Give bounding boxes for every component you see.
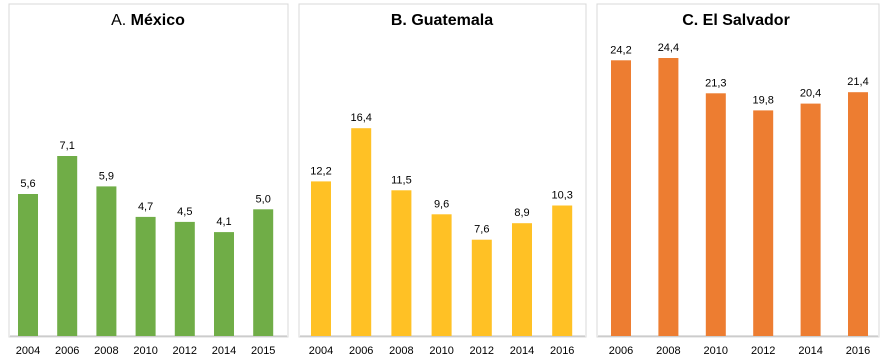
- data-label: 20,4: [800, 88, 821, 100]
- data-label: 5,0: [256, 193, 271, 205]
- x-tick-label: 2012: [470, 345, 494, 357]
- data-label: 24,4: [658, 42, 679, 54]
- bar: [214, 232, 234, 336]
- data-label: 5,6: [20, 178, 35, 190]
- data-label: 10,3: [551, 190, 572, 202]
- x-tick-label: 2004: [309, 345, 333, 357]
- x-tick-label: 2008: [389, 345, 413, 357]
- x-tick-label: 2016: [550, 345, 574, 357]
- chart-guatemala: B. Guatemala 12,2 2004 16,4 2006 11,5 2008 9,6…: [298, 3, 587, 357]
- data-label: 11,5: [391, 174, 412, 186]
- bar: [753, 110, 774, 337]
- x-tick-label: 2008: [94, 345, 118, 357]
- chart-title-main: Guatemala: [411, 12, 493, 29]
- bar: [471, 239, 492, 336]
- x-tick-label: 2015: [251, 345, 275, 357]
- data-label: 5,9: [99, 170, 114, 182]
- bar: [351, 128, 372, 336]
- data-label: 16,4: [350, 112, 371, 124]
- bar: [705, 93, 726, 336]
- chart-title-prefix: C.: [682, 12, 698, 29]
- bars: 5,6 2004 7,1 2006 5,9 2008 4,7 2010 4,5 2012 4,1 20…: [16, 140, 276, 357]
- data-label: 21,3: [705, 77, 726, 89]
- bar: [253, 209, 274, 336]
- x-tick-label: 2008: [656, 345, 680, 357]
- bar: [391, 190, 412, 336]
- panel-frame: [596, 3, 880, 338]
- bar: [552, 205, 573, 336]
- chart-title: A. México: [111, 12, 185, 29]
- bar: [611, 60, 631, 337]
- data-label: 4,1: [216, 216, 231, 228]
- bar: [18, 194, 38, 336]
- chart-mexico: A. México 5,6 2004 7,1 2006 5,9 2008 4,7 2010 4,…: [8, 3, 289, 357]
- x-tick-label: 2006: [609, 345, 633, 357]
- data-label: 8,9: [514, 207, 529, 219]
- chart-title-prefix: A.: [111, 12, 126, 29]
- chart-title-main: México: [131, 12, 185, 29]
- data-label: 7,6: [474, 224, 489, 236]
- x-tick-label: 2014: [510, 345, 534, 357]
- bar: [431, 214, 452, 336]
- chart-title-main: El Salvador: [703, 12, 790, 29]
- data-label: 19,8: [752, 94, 773, 106]
- x-tick-label: 2006: [349, 345, 373, 357]
- x-tick-label: 2010: [704, 345, 728, 357]
- data-label: 24,2: [610, 44, 631, 56]
- bar: [800, 103, 821, 336]
- bar: [57, 156, 78, 336]
- chart-el-salvador: C. El Salvador 24,2 2006 24,4 2008 21,3 2010 1…: [596, 3, 880, 357]
- x-tick-label: 2006: [55, 345, 79, 357]
- bar: [135, 216, 156, 336]
- bar: [311, 181, 331, 336]
- bar: [848, 92, 868, 336]
- bar: [96, 186, 117, 336]
- data-label: 9,6: [434, 198, 449, 210]
- chart-title-prefix: B.: [391, 12, 407, 29]
- chart-title: C. El Salvador: [682, 12, 790, 29]
- x-tick-label: 2012: [173, 345, 197, 357]
- bars: 12,2 2004 16,4 2006 11,5 2008 9,6 2010 7,6 2012 8,…: [309, 112, 575, 357]
- x-tick-label: 2016: [846, 345, 870, 357]
- x-tick-label: 2010: [133, 345, 157, 357]
- data-label: 4,7: [138, 201, 153, 213]
- x-tick-label: 2012: [751, 345, 775, 357]
- bar: [174, 221, 195, 336]
- bars: 24,2 2006 24,4 2008 21,3 2010 19,8 2012 20,4 2014…: [609, 42, 870, 357]
- data-label: 21,4: [847, 76, 868, 88]
- chart-title: B. Guatemala: [391, 12, 493, 29]
- data-label: 7,1: [60, 140, 75, 152]
- x-tick-label: 2010: [429, 345, 453, 357]
- data-label: 12,2: [310, 165, 331, 177]
- bar: [512, 223, 532, 336]
- data-label: 4,5: [177, 206, 192, 218]
- bar: [658, 58, 679, 336]
- x-tick-label: 2014: [798, 345, 822, 357]
- x-tick-label: 2014: [212, 345, 236, 357]
- x-tick-label: 2004: [16, 345, 40, 357]
